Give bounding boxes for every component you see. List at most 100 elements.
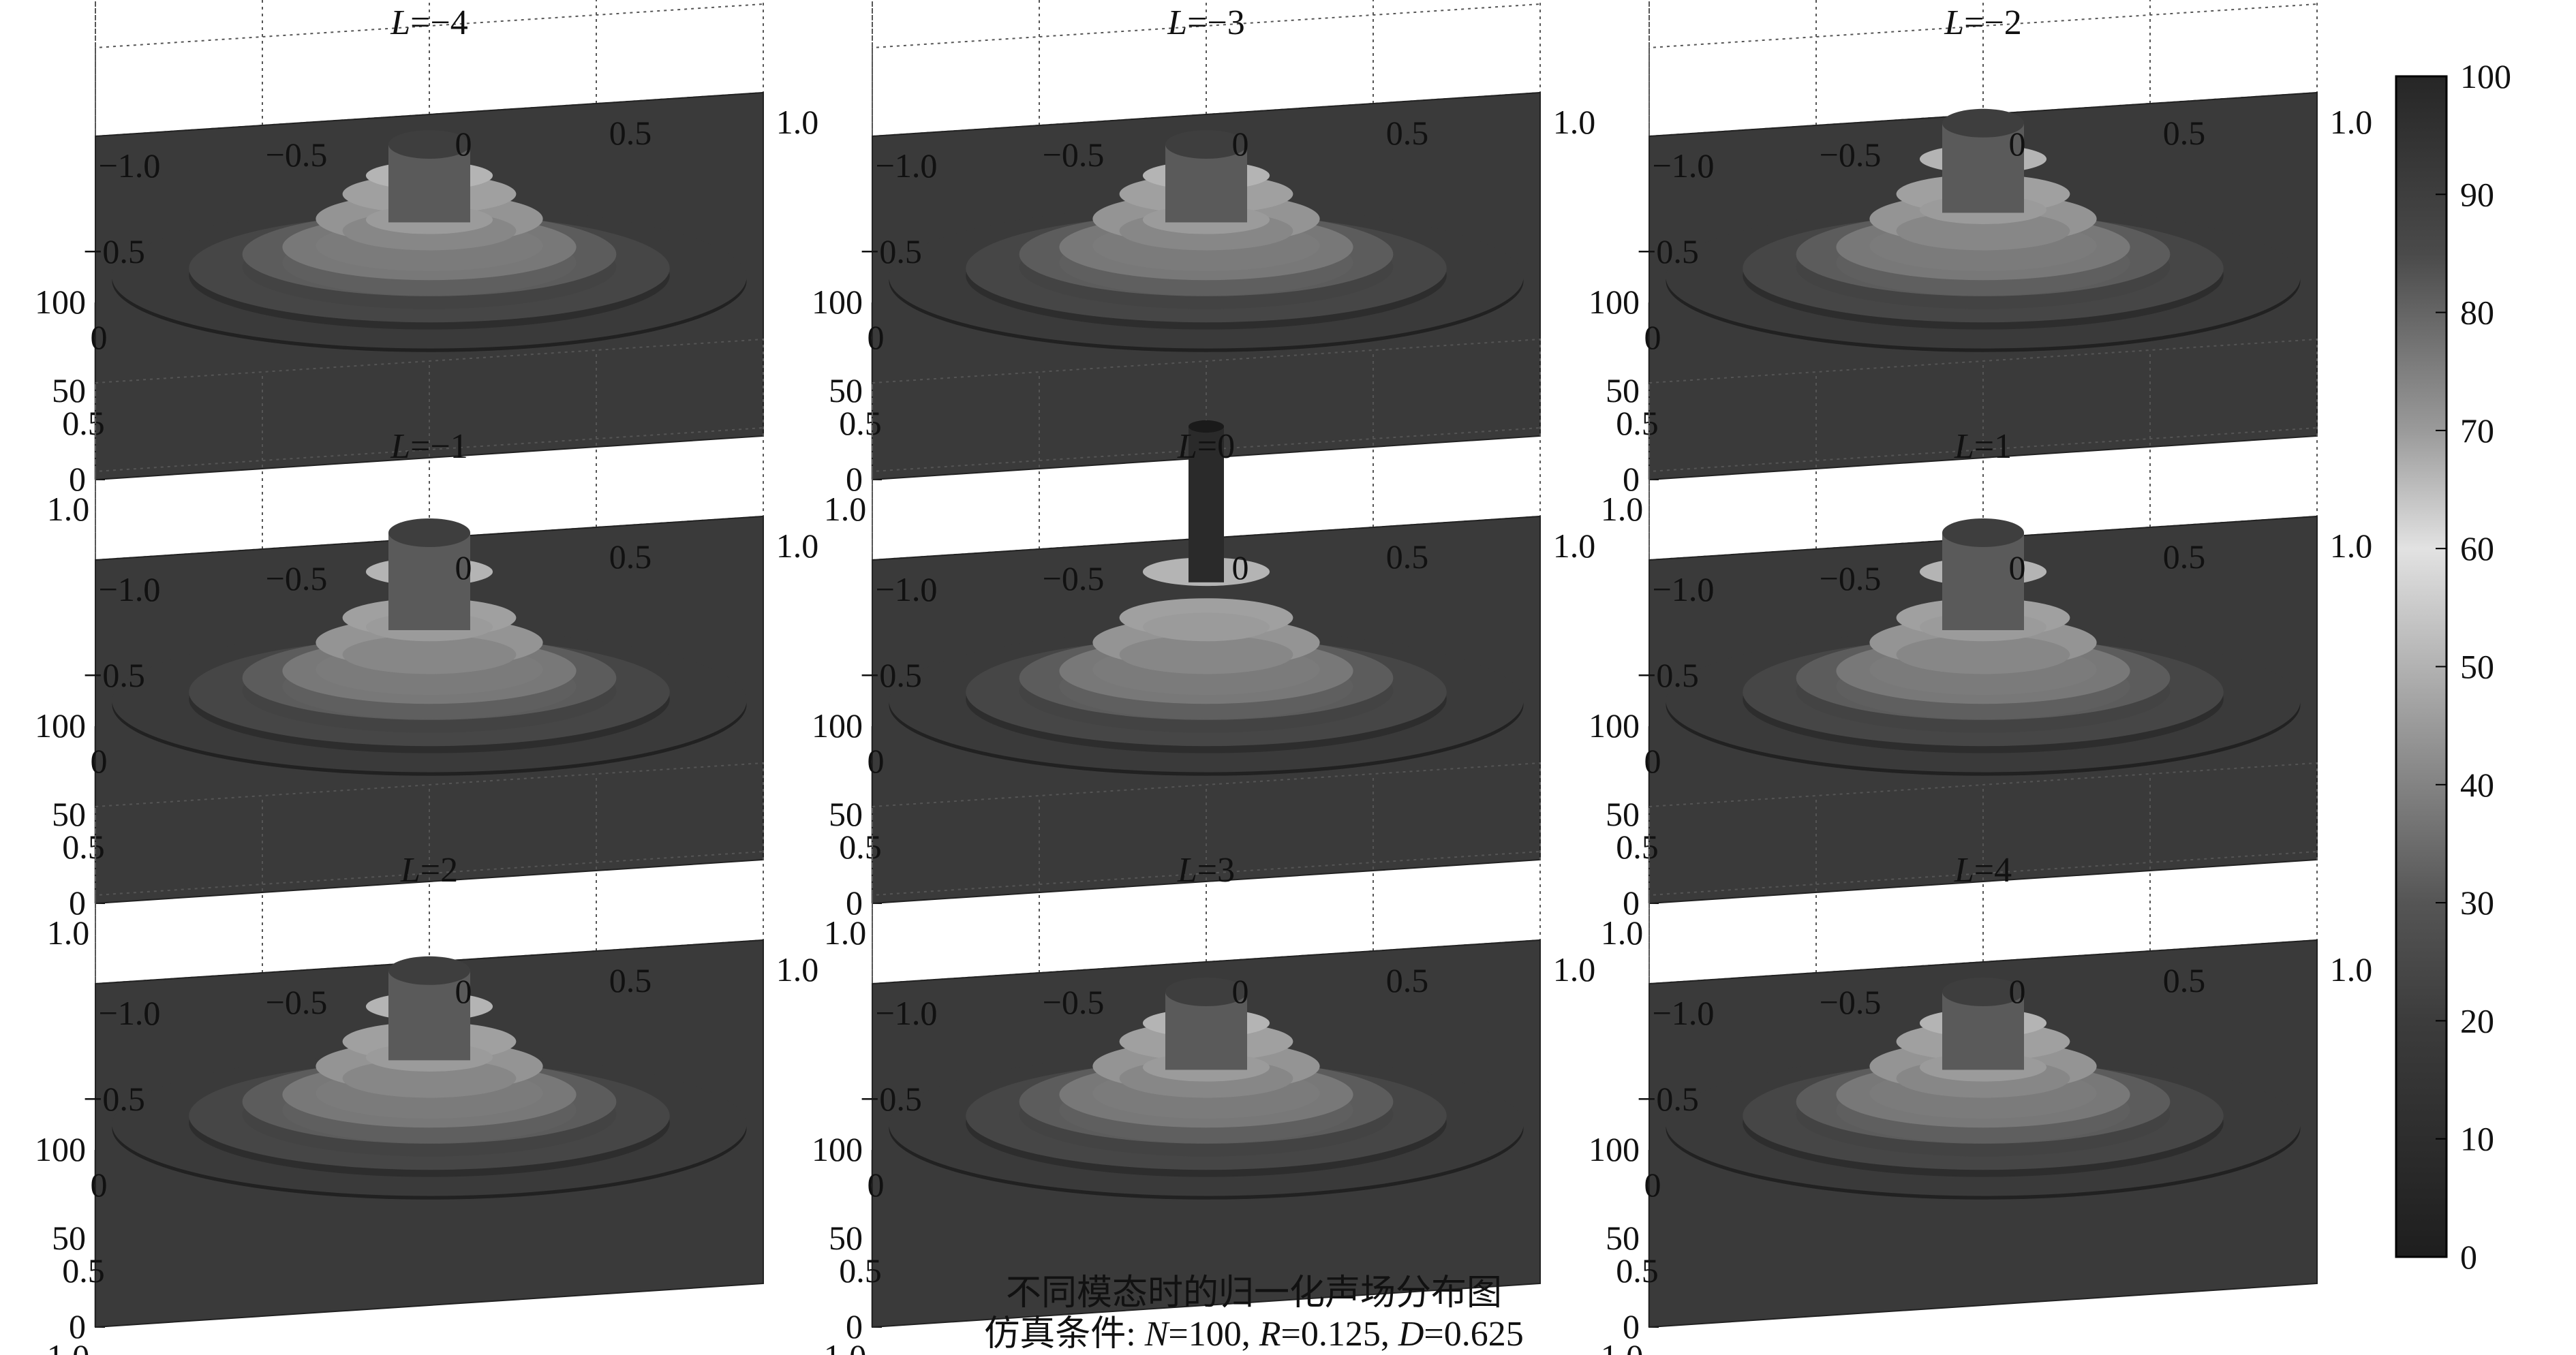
x-tick-label: 0 bbox=[1644, 742, 1661, 780]
y-tick-label: −1.0 bbox=[876, 994, 938, 1032]
z-tick-label: 100 bbox=[35, 706, 86, 745]
z-tick-label: 0 bbox=[1623, 1307, 1640, 1345]
x-tick-label: 0 bbox=[91, 1166, 108, 1204]
x-tick-label: 0.5 bbox=[839, 1251, 882, 1290]
y-tick-label: 0 bbox=[2009, 548, 2026, 587]
z-tick-label: 50 bbox=[1606, 795, 1640, 833]
panel-title: L=−1 bbox=[390, 427, 468, 466]
panel-title: L=1 bbox=[1954, 427, 2012, 466]
x-tick-label: 0 bbox=[868, 1166, 885, 1204]
surface bbox=[1666, 108, 2301, 352]
x-tick-label: −1.0 bbox=[99, 146, 161, 185]
surface bbox=[1666, 518, 2301, 776]
colorbar-tick-label: 60 bbox=[2460, 529, 2494, 567]
y-tick-label: 0.5 bbox=[2163, 114, 2206, 152]
x-tick-label: 0 bbox=[91, 318, 108, 356]
z-tick-label: 100 bbox=[35, 1130, 86, 1168]
z-tick-label: 0 bbox=[846, 460, 863, 498]
x-tick-label: 0 bbox=[91, 742, 108, 780]
colorbar-tick-label: 30 bbox=[2460, 884, 2494, 922]
y-tick-label: 1.0 bbox=[776, 950, 819, 988]
colorbar-tick-label: 100 bbox=[2460, 57, 2511, 95]
colorbar-tick-label: 0 bbox=[2460, 1238, 2477, 1276]
colorbar-tick-label: 20 bbox=[2460, 1001, 2494, 1040]
x-tick-label: −1.0 bbox=[1653, 146, 1715, 185]
subtitle-prefix: 仿真条件: bbox=[984, 1315, 1144, 1354]
y-tick-label: 0 bbox=[1232, 125, 1249, 163]
y-tick-label: −1.0 bbox=[1653, 570, 1715, 608]
surface bbox=[112, 518, 747, 776]
y-tick-label: −1.0 bbox=[99, 570, 161, 608]
y-tick-label: −0.5 bbox=[1820, 559, 1882, 597]
x-tick-label: 0 bbox=[868, 318, 885, 356]
y-tick-label: −1.0 bbox=[99, 994, 161, 1032]
panel-title: L=−4 bbox=[390, 3, 468, 42]
x-tick-label: −0.5 bbox=[83, 656, 145, 694]
y-tick-label: 1.0 bbox=[776, 103, 819, 141]
z-tick-label: 100 bbox=[1589, 706, 1640, 745]
z-tick-label: 100 bbox=[812, 283, 863, 321]
y-tick-label: 0.5 bbox=[1386, 114, 1429, 152]
x-tick-label: 0 bbox=[1644, 1166, 1661, 1204]
colorbar-tick-label: 40 bbox=[2460, 766, 2494, 804]
surface bbox=[889, 978, 1524, 1200]
y-tick-label: 1.0 bbox=[2330, 527, 2373, 565]
surface bbox=[1666, 978, 2301, 1200]
y-tick-label: −0.5 bbox=[266, 136, 328, 174]
y-tick-label: 0.5 bbox=[1386, 538, 1429, 576]
x-tick-label: −0.5 bbox=[860, 656, 922, 694]
x-tick-label: −0.5 bbox=[860, 1080, 922, 1118]
x-tick-label: 1.0 bbox=[824, 914, 867, 952]
panel-title: L=0 bbox=[1177, 427, 1235, 466]
z-tick-label: 50 bbox=[52, 371, 86, 409]
x-tick-label: 0.5 bbox=[62, 404, 105, 442]
subtitle-r-value: =0.125, bbox=[1281, 1315, 1398, 1354]
z-tick-label: 0 bbox=[1623, 460, 1640, 498]
y-tick-label: 1.0 bbox=[776, 527, 819, 565]
x-tick-label: 1.0 bbox=[47, 1337, 90, 1355]
caption: 不同模态时的归一化声场分布图 仿真条件: N=100, R=0.125, D=0… bbox=[984, 1274, 1523, 1354]
subtitle-n-value: =100, bbox=[1168, 1315, 1259, 1354]
x-tick-label: −1.0 bbox=[876, 994, 938, 1032]
z-tick-label: 100 bbox=[35, 283, 86, 321]
z-tick-label: 0 bbox=[69, 1307, 86, 1345]
colorbar: 0 10 20 30 40 50 60 70 80 90 100 bbox=[2395, 57, 2511, 1276]
z-tick-label: 0 bbox=[69, 460, 86, 498]
x-tick-label: 0 bbox=[1644, 318, 1661, 356]
x-tick-label: −1.0 bbox=[1653, 994, 1715, 1032]
colorbar-tick-label: 80 bbox=[2460, 294, 2494, 332]
y-tick-label: 0.5 bbox=[2163, 961, 2206, 999]
y-tick-label: −1.0 bbox=[1653, 994, 1715, 1032]
colorbar-tick-label: 10 bbox=[2460, 1120, 2494, 1158]
panel-title: L=3 bbox=[1177, 851, 1235, 890]
y-tick-label: 0 bbox=[455, 548, 472, 587]
y-tick-label: 0.5 bbox=[609, 538, 652, 576]
x-tick-label: 0.5 bbox=[62, 1251, 105, 1290]
subtitle-n-symbol: N bbox=[1144, 1315, 1171, 1354]
x-tick-label: −0.5 bbox=[1637, 656, 1699, 694]
y-tick-label: 1.0 bbox=[1553, 950, 1596, 988]
x-tick-label: −0.5 bbox=[1637, 1080, 1699, 1118]
y-tick-label: −0.5 bbox=[1043, 559, 1105, 597]
y-tick-label: −0.5 bbox=[266, 983, 328, 1021]
y-tick-label: −1.0 bbox=[876, 146, 938, 185]
y-tick-label: −1.0 bbox=[1653, 146, 1715, 185]
y-tick-label: 1.0 bbox=[2330, 950, 2373, 988]
z-tick-label: 100 bbox=[812, 1130, 863, 1168]
x-tick-label: 0 bbox=[868, 742, 885, 780]
x-tick-label: −0.5 bbox=[1637, 232, 1699, 270]
y-tick-label: 0 bbox=[2009, 972, 2026, 1010]
z-tick-label: 0 bbox=[1623, 884, 1640, 922]
z-tick-label: 50 bbox=[829, 1219, 863, 1257]
x-tick-label: 1.0 bbox=[824, 1337, 867, 1355]
surface bbox=[112, 956, 747, 1200]
panel-title: L=4 bbox=[1954, 851, 2012, 890]
z-tick-label: 50 bbox=[1606, 371, 1640, 409]
x-tick-label: −1.0 bbox=[99, 570, 161, 608]
x-tick-label: 0.5 bbox=[1616, 828, 1659, 866]
z-tick-label: 50 bbox=[52, 795, 86, 833]
